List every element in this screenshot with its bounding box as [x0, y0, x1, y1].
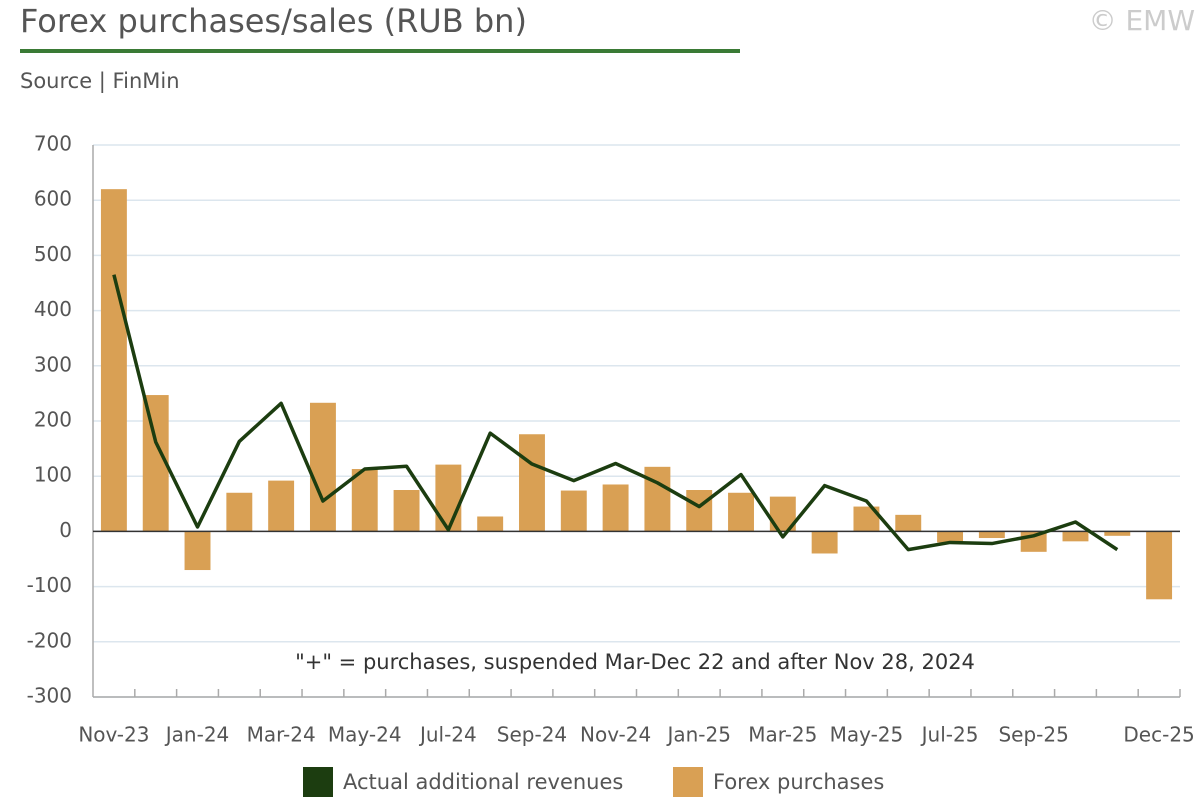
- x-tick-label: Nov-23: [78, 723, 149, 747]
- annotation: "+" = purchases, suspended Mar-Dec 22 an…: [295, 650, 975, 674]
- bar: [937, 531, 964, 543]
- y-tick-label: 500: [34, 242, 72, 266]
- bar: [100, 189, 127, 532]
- y-tick-label: 200: [34, 408, 72, 432]
- y-tick-label: 100: [34, 463, 72, 487]
- bar: [1146, 531, 1173, 600]
- y-tick-label: -300: [27, 684, 72, 708]
- bar: [728, 492, 754, 532]
- y-tick-label: 0: [59, 518, 72, 542]
- bar: [811, 531, 838, 554]
- credit: © EMW: [1089, 4, 1195, 37]
- x-tick-label: Dec-25: [1123, 723, 1194, 747]
- y-tick-label: 600: [34, 187, 72, 211]
- x-tick-label: Jan-24: [164, 723, 230, 747]
- x-tick-label: Nov-24: [580, 723, 651, 747]
- bar: [644, 466, 671, 532]
- legend-swatch: [303, 767, 333, 797]
- bar: [184, 531, 211, 571]
- bar: [895, 514, 922, 532]
- bar: [1104, 531, 1131, 536]
- x-tick-label: May-25: [830, 723, 904, 747]
- x-tick-label: Sep-25: [998, 723, 1068, 747]
- x-tick-label: Jan-25: [665, 723, 731, 747]
- x-tick-label: Mar-25: [748, 723, 817, 747]
- subtitle: Source | FinMin: [20, 69, 180, 94]
- x-tick-label: Jul-25: [920, 723, 979, 747]
- bar: [351, 469, 378, 532]
- x-tick-label: Mar-24: [247, 723, 316, 747]
- bar: [309, 402, 336, 532]
- chart-title: Forex purchases/sales (RUB bn): [20, 2, 527, 40]
- x-tick-label: Jul-24: [418, 723, 477, 747]
- bar: [393, 490, 420, 532]
- bar: [435, 464, 462, 532]
- y-tick-label: 700: [34, 132, 72, 156]
- bar: [477, 516, 504, 532]
- y-tick-label: -200: [27, 628, 72, 652]
- bar: [560, 490, 587, 532]
- bar: [226, 492, 253, 532]
- legend-swatch: [673, 767, 703, 797]
- bar: [602, 484, 629, 532]
- bar: [268, 480, 295, 532]
- y-tick-label: -100: [27, 573, 72, 597]
- legend-label: Forex purchases: [713, 770, 884, 794]
- line: [112, 274, 1119, 552]
- y-tick-label: 300: [34, 352, 72, 376]
- y-tick-label: 400: [34, 297, 72, 321]
- bar: [1062, 531, 1089, 542]
- x-tick-label: Sep-24: [497, 723, 567, 747]
- x-tick-label: May-24: [328, 723, 402, 747]
- bar: [519, 434, 545, 532]
- bar: [978, 531, 1005, 539]
- bar: [686, 490, 713, 532]
- legend-label: Actual additional revenues: [343, 770, 623, 794]
